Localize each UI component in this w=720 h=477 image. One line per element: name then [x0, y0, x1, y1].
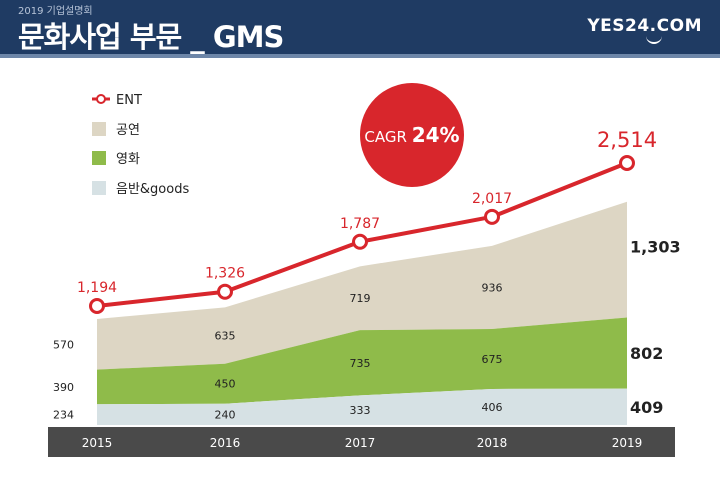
stacked-area-chart: 2015 2016 2017 2018 2019 234 390 570 240 450 635 33…	[48, 83, 681, 457]
music-goods-value-label: 406	[482, 401, 503, 414]
legend-music-goods-label: 음반&goods	[116, 182, 189, 197]
ent-value-label: 1,326	[205, 266, 245, 282]
cagr-badge	[360, 83, 464, 187]
cagr-label: CAGR	[364, 128, 411, 146]
ent-point	[217, 283, 233, 300]
legend-ent-label: ENT	[116, 93, 142, 108]
performance-value-label: 635	[215, 330, 236, 343]
movie-value-label: 675	[482, 353, 503, 366]
music-goods-value-label: 234	[53, 409, 74, 422]
music-goods-value-label: 240	[215, 408, 236, 421]
legend-movie-label: 영화	[116, 152, 140, 167]
movie-value-label: 450	[215, 378, 236, 391]
performance-value-label: 719	[350, 292, 371, 305]
legend-movie-swatch	[92, 151, 106, 165]
cagr-value: 24%	[412, 123, 460, 147]
x-tick-label: 2015	[82, 436, 113, 450]
area-performance	[97, 201, 627, 370]
movie-value-label: 802	[630, 344, 663, 363]
movie-value-label: 735	[350, 357, 371, 370]
music-goods-value-label: 409	[630, 398, 663, 417]
area-music-goods	[97, 388, 627, 425]
legend-ent-marker	[96, 94, 106, 104]
legend-music-goods-swatch	[92, 181, 106, 195]
ent-point	[619, 155, 635, 171]
logo-smile-icon	[646, 36, 662, 44]
x-tick-label: 2018	[477, 436, 508, 450]
header-subtitle: 2019 기업설명회	[18, 6, 93, 17]
x-tick-label: 2019	[612, 436, 643, 450]
ent-value-label: 1,787	[340, 216, 380, 232]
movie-value-label: 390	[53, 381, 74, 394]
ent-point	[484, 208, 500, 225]
performance-value-label: 1,303	[630, 237, 681, 256]
ent-point	[89, 298, 105, 314]
legend-performance-label: 공연	[116, 123, 140, 138]
music-goods-value-label: 333	[350, 404, 371, 417]
ent-value-label: 1,194	[77, 280, 117, 296]
ent-value-label: 2,514	[597, 128, 657, 152]
page-title: 문화사업 부문 _ GMS	[18, 20, 284, 54]
x-tick-label: 2017	[345, 436, 376, 450]
header-stripe	[0, 54, 720, 58]
performance-value-label: 936	[482, 281, 503, 294]
x-axis-bar	[48, 427, 675, 457]
area-movie	[97, 317, 627, 405]
x-tick-label: 2016	[210, 436, 241, 450]
cagr-annotation: CAGR 24%	[364, 123, 459, 147]
legend-performance-swatch	[92, 122, 106, 136]
yes24-logo: YES24.COM	[587, 16, 702, 36]
header-bar: 2019 기업설명회 문화사업 부문 _ GMS YES24.COM	[0, 0, 720, 58]
performance-value-label: 570	[53, 338, 74, 351]
ent-value-label: 2,017	[472, 191, 512, 207]
ent-point	[352, 233, 368, 250]
